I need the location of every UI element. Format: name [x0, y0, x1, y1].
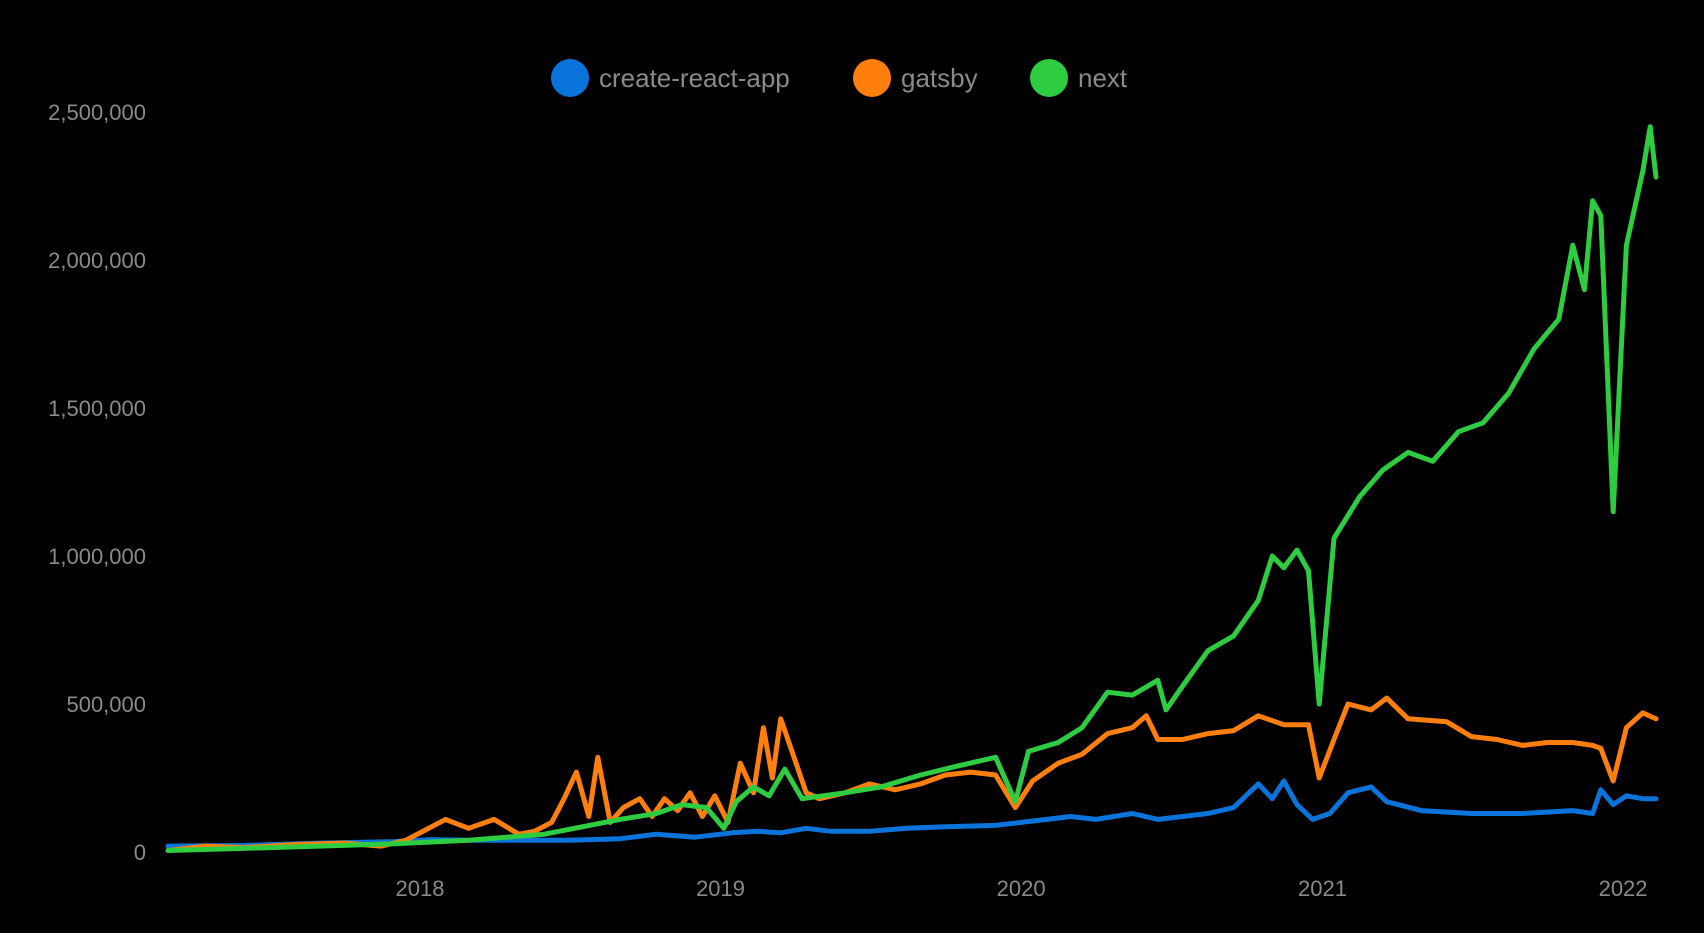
- y-tick-label: 2,000,000: [48, 248, 146, 273]
- legend-label-gatsby: gatsby: [901, 63, 978, 93]
- legend-label-next: next: [1078, 63, 1128, 93]
- y-tick-label: 1,000,000: [48, 544, 146, 569]
- series-group: [165, 124, 1659, 853]
- y-tick-label: 1,500,000: [48, 396, 146, 421]
- series-line-create-react-app: [165, 778, 1659, 849]
- legend-swatch-create-react-app: [551, 59, 589, 97]
- y-tick-label: 0: [134, 840, 146, 865]
- x-tick-label: 2020: [997, 876, 1046, 901]
- y-tick-label: 500,000: [66, 692, 146, 717]
- x-tick-label: 2019: [696, 876, 745, 901]
- legend-label-create-react-app: create-react-app: [599, 63, 790, 93]
- x-tick-label: 2018: [396, 876, 445, 901]
- legend-swatch-gatsby: [853, 59, 891, 97]
- x-axis: 2018 2019 2020 2021 2022: [396, 876, 1648, 901]
- x-tick-label: 2021: [1298, 876, 1347, 901]
- y-axis: 0 500,000 1,000,000 1,500,000 2,000,000 2,500…: [48, 100, 146, 865]
- legend: create-react-app gatsby next: [551, 59, 1128, 97]
- y-tick-label: 2,500,000: [48, 100, 146, 125]
- x-tick-label: 2022: [1599, 876, 1648, 901]
- legend-swatch-next: [1030, 59, 1068, 97]
- series-line-next: [165, 124, 1659, 853]
